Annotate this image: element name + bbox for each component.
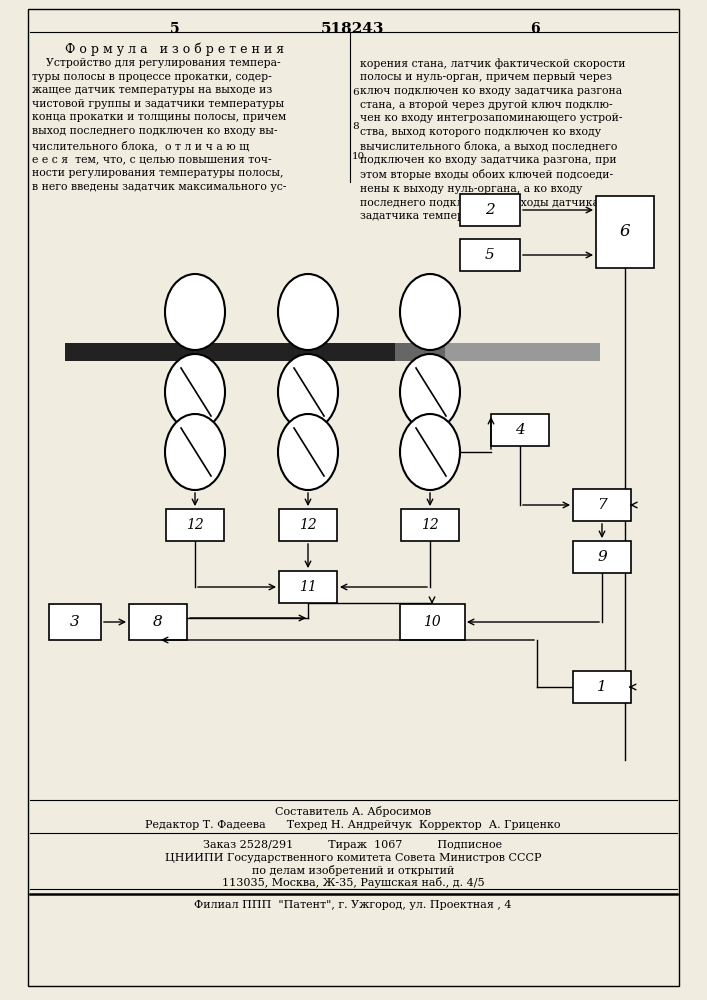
Text: 9: 9 [597, 550, 607, 564]
Text: по делам изобретений и открытий: по делам изобретений и открытий [252, 865, 454, 876]
Bar [401, 509, 459, 541]
Ellipse shape [165, 354, 225, 430]
Text: 7: 7 [597, 498, 607, 512]
Text: 1: 1 [597, 680, 607, 694]
Text: 2: 2 [485, 203, 495, 217]
Bar [49, 604, 101, 640]
Text: 8: 8 [153, 615, 163, 629]
Text: 6: 6 [530, 22, 540, 36]
Text: корения стана, латчик фактической скорости
полосы и нуль-орган, причем первый че: корения стана, латчик фактической скорос… [360, 58, 626, 221]
Text: 11: 11 [299, 580, 317, 594]
Bar [279, 571, 337, 603]
Bar [460, 194, 520, 226]
Text: 10: 10 [352, 152, 366, 161]
Ellipse shape [165, 274, 225, 350]
Bar [491, 414, 549, 446]
Ellipse shape [400, 274, 460, 350]
Text: 8: 8 [352, 122, 358, 131]
Ellipse shape [400, 414, 460, 490]
Bar [460, 239, 520, 271]
Text: 3: 3 [70, 615, 80, 629]
Bar [279, 509, 337, 541]
Text: Устройство для регулирования темпера-
туры полосы в процессе прокатки, содер-
жа: Устройство для регулирования темпера- ту… [32, 58, 286, 192]
Bar [573, 541, 631, 573]
Text: 12: 12 [186, 518, 204, 532]
Text: Заказ 2528/291          Тираж  1067          Подписное: Заказ 2528/291 Тираж 1067 Подписное [204, 840, 503, 850]
Text: Редактор Т. Фадеева      Техред Н. Андрейчук  Корректор  А. Гриценко: Редактор Т. Фадеева Техред Н. Андрейчук … [145, 820, 561, 830]
Bar [129, 604, 187, 640]
Text: 4: 4 [515, 423, 525, 437]
Text: Составитель А. Абросимов: Составитель А. Абросимов [275, 806, 431, 817]
Bar [573, 671, 631, 703]
Bar [596, 196, 654, 268]
Ellipse shape [165, 414, 225, 490]
Text: 518243: 518243 [321, 22, 385, 36]
Ellipse shape [278, 274, 338, 350]
Text: 6: 6 [620, 224, 631, 240]
Text: 12: 12 [299, 518, 317, 532]
Text: 5: 5 [485, 248, 495, 262]
Text: 113035, Москва, Ж-35, Раушская наб., д. 4/5: 113035, Москва, Ж-35, Раушская наб., д. … [222, 877, 484, 888]
Bar [445, 343, 600, 361]
Bar [395, 343, 445, 361]
Bar [399, 604, 464, 640]
Text: Ф о р м у л а   и з о б р е т е н и я: Ф о р м у л а и з о б р е т е н и я [66, 42, 284, 55]
Bar [65, 343, 395, 361]
Text: 12: 12 [421, 518, 439, 532]
Ellipse shape [400, 354, 460, 430]
Bar [573, 489, 631, 521]
Text: ЦНИИПИ Государственного комитета Совета Министров СССР: ЦНИИПИ Государственного комитета Совета … [165, 853, 542, 863]
Text: 5: 5 [170, 22, 180, 36]
Bar [166, 509, 224, 541]
Text: 10: 10 [423, 615, 441, 629]
Text: Филиал ППП  "Патент", г. Ужгород, ул. Проектная , 4: Филиал ППП "Патент", г. Ужгород, ул. Про… [194, 900, 512, 910]
Ellipse shape [278, 354, 338, 430]
Text: 6: 6 [352, 88, 358, 97]
Ellipse shape [278, 414, 338, 490]
